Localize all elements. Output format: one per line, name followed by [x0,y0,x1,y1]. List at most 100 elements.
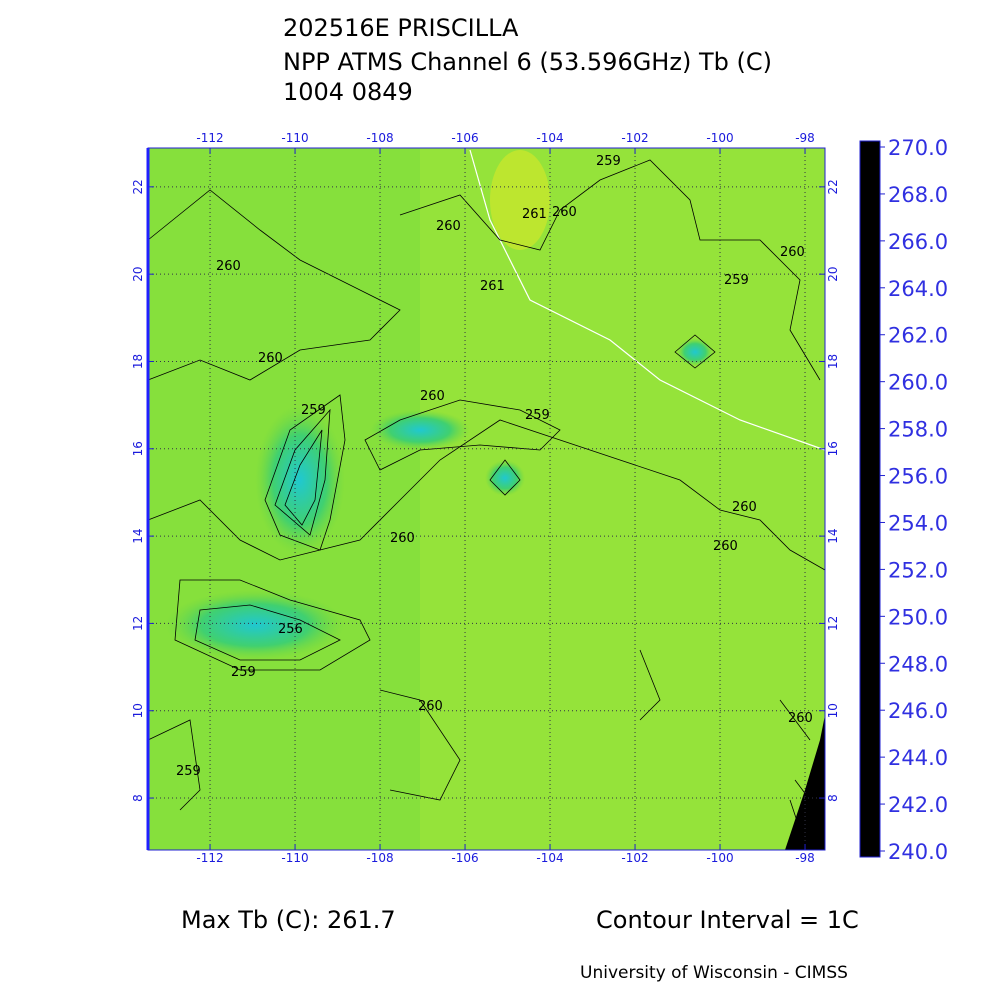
cold-area [677,338,713,366]
y-tick-label: 10 [131,703,145,718]
contour [489,459,521,496]
contour-label: 260 [420,389,445,404]
x-tick-label: -98 [795,131,815,145]
title-line: 1004 0849 [283,78,413,106]
contour-label: 260 [788,711,813,726]
colorbar-tick-label: 256.0 [888,465,948,489]
x-tick-label: -98 [795,851,815,865]
map: -112 -112 -110 -110 -108 -108 -106 -106 -104 -104… [131,131,840,865]
contour [264,394,346,551]
x-tick-label: -102 [621,851,648,865]
contour-label: 260 [418,699,443,714]
contour-label: 260 [258,351,283,366]
x-tick-label: -112 [196,131,223,145]
contour-label: 260 [552,205,577,220]
colorbar-tick-label: 252.0 [888,558,948,582]
warm-area [490,150,550,250]
contour [147,649,811,811]
x-tick-label: -100 [706,851,733,865]
y-tick-label: 18 [826,354,840,369]
cold-area [485,460,525,496]
y-tick-label: 10 [826,703,840,718]
x-tick-label: -112 [196,851,223,865]
colorbar-tick-label: 248.0 [888,652,948,676]
y-tick-label: 8 [131,794,145,802]
contour-label: 260 [216,259,241,274]
coastline [469,149,826,451]
contour [174,579,371,671]
contour-label: 260 [390,531,415,546]
contour-label: 261 [480,279,505,294]
contour [194,604,341,661]
y-tick-label: 12 [131,616,145,631]
contour [284,429,323,526]
x-tick-label: -110 [281,851,308,865]
cold-area [255,405,345,555]
colorbar-tick-label: 264.0 [888,277,948,301]
contour-label: 260 [713,539,738,554]
grid: -112 -112 -110 -110 -108 -108 -106 -106 -104 -104… [131,131,840,865]
colorbar-tick-label: 262.0 [888,324,948,348]
contour-label: 260 [436,219,461,234]
map-shade [420,148,825,850]
y-tick-label: 12 [826,616,840,631]
colorbar-tick-label: 268.0 [888,183,948,207]
credit: University of Wisconsin - CIMSS [580,963,848,983]
cold-area [370,410,470,450]
x-tick-label: -106 [451,131,478,145]
colorbar-tick-label: 242.0 [888,793,948,817]
contour-label: 259 [301,403,326,418]
y-tick-label: 14 [131,528,145,543]
colorbar: 240.0 242.0 244.0 246.0 248.0 250.0 252.0 254.0… [859,136,948,864]
contour [399,159,821,381]
cold-area [165,590,345,660]
contour-label: 259 [525,408,550,423]
contour-label: 256 [278,622,303,637]
x-tick-label: -108 [366,851,393,865]
contour [789,779,821,846]
colorbar-tick-label: 270.0 [888,136,948,160]
colorbar-tick-label: 258.0 [888,418,948,442]
x-tick-label: -106 [451,851,478,865]
x-tick-label: -102 [621,131,648,145]
contour [147,419,826,571]
x-tick-label: -100 [706,131,733,145]
x-tick-label: -108 [366,131,393,145]
title-line: NPP ATMS Channel 6 (53.596GHz) Tb (C) [283,48,772,76]
y-tick-label: 14 [826,528,840,543]
colorbar-tick-label: 250.0 [888,605,948,629]
x-tick-label: -104 [536,851,563,865]
contour-interval: Contour Interval = 1C [596,906,859,934]
colorbar-tick-label: 254.0 [888,511,948,535]
contour-label: 259 [596,154,621,169]
colorbar-tick-label: 246.0 [888,699,948,723]
y-tick-label: 18 [131,354,145,369]
contour-label: 259 [231,665,256,680]
contour-label: 261 [522,207,547,222]
contour-label: 260 [780,245,805,260]
y-tick-label: 20 [826,267,840,282]
contour [147,189,401,381]
x-tick-label: -104 [536,131,563,145]
contour-label: 259 [176,764,201,779]
y-tick-label: 22 [131,179,145,194]
y-tick-label: 16 [826,441,840,456]
contour-label: 260 [732,500,757,515]
colorbar-tick-label: 260.0 [888,371,948,395]
contour [674,334,716,369]
y-tick-label: 22 [826,179,840,194]
y-tick-label: 8 [826,794,840,802]
x-tick-label: -110 [281,131,308,145]
y-tick-label: 16 [131,441,145,456]
colorbar-tick-label: 244.0 [888,746,948,770]
colorbar-scale [859,140,881,858]
colorbar-tick-label: 240.0 [888,840,948,864]
colorbar-tick-label: 266.0 [888,230,948,254]
contour-label: 259 [724,273,749,288]
contour [274,408,331,536]
contours [147,159,826,846]
title-line: 202516E PRISCILLA [283,14,519,42]
max-tb: Max Tb (C): 261.7 [181,906,396,934]
y-tick-label: 20 [131,267,145,282]
